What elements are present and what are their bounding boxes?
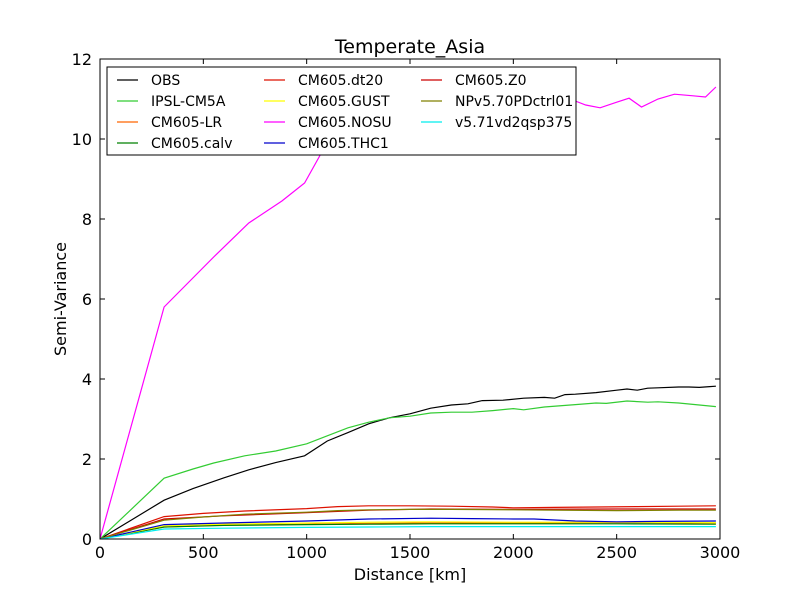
series-line-9 — [100, 508, 716, 539]
legend-label: v5.71vd2qsp375 — [455, 115, 572, 131]
legend-label: OBS — [151, 73, 180, 89]
legend-label: CM605.THC1 — [298, 136, 389, 152]
y-tick-label: 0 — [82, 530, 92, 549]
series-line-10 — [100, 525, 716, 539]
legend-box — [106, 66, 577, 156]
legend-label: CM605.dt20 — [298, 73, 383, 89]
legend-label: IPSL-CM5A — [151, 94, 226, 110]
plot-lines — [100, 86, 717, 539]
legend-label: CM605.NOSU — [298, 115, 392, 131]
y-tick-label: 8 — [82, 210, 92, 229]
legend-label: CM605.Z0 — [455, 73, 527, 89]
y-tick-label: 6 — [82, 290, 92, 309]
y-tick-label: 4 — [82, 370, 92, 389]
y-tick-label: 10 — [72, 130, 92, 149]
series-line-0 — [100, 385, 716, 539]
y-tick-label: 12 — [72, 50, 92, 69]
x-tick-label: 1500 — [390, 543, 431, 562]
x-tick-label: 2000 — [493, 543, 534, 562]
y-tick-label: 2 — [82, 450, 92, 469]
series-line-5 — [100, 521, 716, 539]
x-tick-label: 0 — [95, 543, 105, 562]
legend-label: CM605.GUST — [298, 94, 390, 110]
series-line-3 — [100, 523, 716, 539]
x-tick-label: 500 — [188, 543, 219, 562]
x-axis-title: Distance [km] — [354, 565, 466, 584]
axis-ticks: 0 500 1000 1500 2000 2500 3000 0 2 4 6 8 10 12 — [72, 50, 741, 562]
x-tick-label: 1000 — [286, 543, 327, 562]
series-line-1 — [100, 400, 716, 539]
chart-title: Temperate_Asia — [334, 36, 485, 58]
legend: OBS IPSL-CM5A CM605-LR CM605.calv CM605.dt20… — [106, 66, 577, 156]
legend-label: CM605-LR — [151, 115, 222, 131]
x-tick-label: 3000 — [700, 543, 741, 562]
legend-label: CM605.calv — [151, 136, 232, 152]
x-tick-label: 2500 — [596, 543, 637, 562]
series-line-4 — [100, 505, 716, 539]
legend-label: NPv5.70PDctrl01 — [455, 94, 573, 110]
y-axis-title: Semi-Variance — [51, 242, 70, 356]
series-line-7 — [100, 517, 716, 539]
